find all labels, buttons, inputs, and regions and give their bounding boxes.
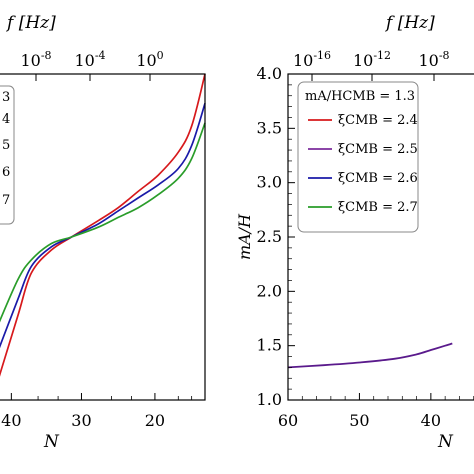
left-top-tick-label: 100 — [136, 49, 163, 70]
right-legend-label: ξCMB = 2.4 — [338, 113, 418, 128]
left-x-tick-label: 20 — [145, 411, 165, 430]
left-legend-box — [0, 85, 15, 225]
left-x-tick-label: 30 — [71, 411, 91, 430]
left-legend-entry-fragment: 7 — [2, 193, 10, 208]
left-top-tick-label: 10-8 — [20, 49, 51, 70]
left-panel: f [Hz] 10-8 10-4 100 3 4 5 6 7 40 30 20 N — [0, 13, 206, 452]
right-legend: ξCMB = 2.4 ξCMB = 2.5 ξCMB = 2.6 ξCMB = 2.7 — [308, 113, 418, 215]
right-y-tick-label: 4.0 — [257, 64, 282, 83]
left-series-line-1 — [0, 103, 206, 349]
left-curves — [0, 73, 206, 377]
right-x-tick-label: 40 — [421, 411, 441, 430]
right-legend-label: ξCMB = 2.6 — [338, 171, 418, 186]
right-x-tick-label: 50 — [349, 411, 369, 430]
right-tick-marks — [287, 73, 474, 401]
right-y-tick-label: 3.0 — [257, 173, 282, 192]
right-x-tick-labels: 60 50 40 — [278, 411, 441, 430]
right-top-tick-label: 10-16 — [293, 49, 331, 70]
left-legend-entry-fragment: 5 — [2, 138, 10, 153]
right-y-tick-labels: 1.0 1.5 2.0 2.5 3.0 3.5 4.0 — [257, 64, 282, 409]
right-y-tick-label: 1.0 — [257, 390, 282, 409]
right-y-tick-label: 1.5 — [257, 336, 282, 355]
left-series-line-2 — [0, 122, 206, 323]
right-series-line — [287, 342, 453, 369]
left-legend-entry-fragment: 3 — [2, 90, 10, 105]
right-curve — [287, 342, 453, 369]
left-legend-entry-fragment: 4 — [2, 112, 10, 127]
left-top-tick-label: 10-4 — [74, 49, 105, 70]
left-x-axis-label: N — [43, 432, 60, 452]
right-y-tick-label: 2.0 — [257, 281, 282, 300]
right-top-tick-label: 10-12 — [353, 49, 391, 70]
left-legend-entry-fragment: 6 — [2, 165, 10, 180]
right-x-axis-label: N — [437, 432, 454, 452]
right-top-axis-label: f [Hz] — [384, 13, 435, 33]
right-y-tick-label: 3.5 — [257, 118, 282, 137]
right-legend-label: ξCMB = 2.5 — [338, 142, 418, 157]
left-plot-frame — [0, 73, 206, 401]
left-series-line-0 — [0, 73, 206, 377]
left-top-tick-labels: 10-8 10-4 100 — [20, 49, 163, 70]
left-top-axis-label: f [Hz] — [5, 13, 56, 33]
right-legend-label: ξCMB = 2.7 — [338, 200, 418, 215]
right-top-tick-label: 10-8 — [418, 49, 449, 70]
right-y-tick-label: 2.5 — [257, 227, 282, 246]
right-panel: f [Hz] 10-16 10-12 10-8 1.0 1.5 2.0 2.5 3.0 3.5… — [235, 13, 474, 452]
right-legend-title: mA/HCMB = 1.3 — [305, 89, 415, 104]
left-legend: 3 4 5 6 7 — [2, 90, 10, 208]
left-tick-marks — [10, 74, 193, 400]
right-x-tick-label: 60 — [278, 411, 298, 430]
right-y-axis-label: mA/H — [235, 213, 254, 260]
right-top-tick-labels: 10-16 10-12 10-8 — [293, 49, 450, 70]
left-x-tick-label: 40 — [1, 411, 21, 430]
left-x-tick-labels: 40 30 20 — [1, 411, 165, 430]
